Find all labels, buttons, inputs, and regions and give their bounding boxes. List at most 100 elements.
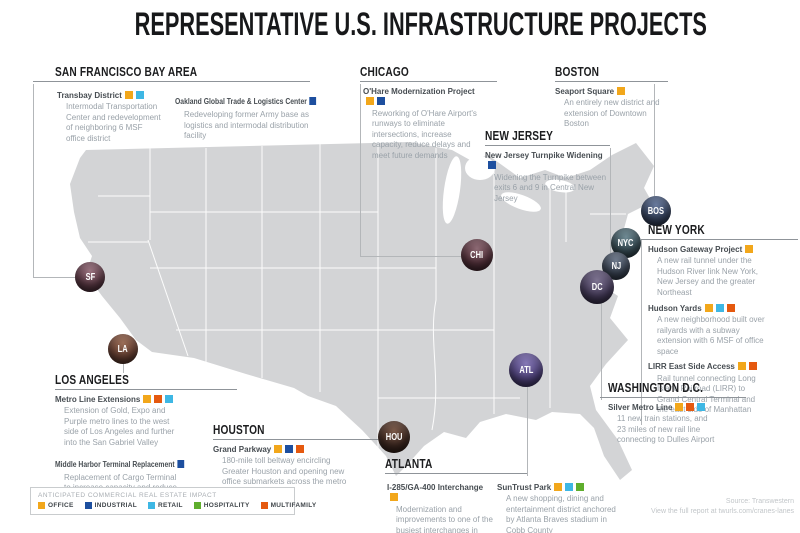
city-marker-sf: SF bbox=[75, 262, 105, 292]
page-title-text: REPRESENTATIVE U.S. INFRASTRUCTURE PROJE… bbox=[134, 6, 707, 42]
legend-item-office: OFFICE bbox=[38, 502, 74, 509]
impact-office-icon bbox=[617, 87, 626, 95]
callout-new-jersey: NEW JERSEY New Jersey Turnpike Widening … bbox=[485, 128, 610, 204]
impact-office-icon bbox=[274, 445, 283, 453]
source-url: View the full report at twurls.com/crane… bbox=[650, 508, 794, 516]
impact-retail-icon bbox=[565, 483, 574, 491]
leader-line-chicago bbox=[360, 84, 361, 256]
impact-office-icon bbox=[143, 395, 152, 403]
leader-line-new-jersey bbox=[610, 148, 611, 253]
divider bbox=[385, 473, 527, 474]
project-i285-ga400-interchange: I-285/GA-400 Interchange Modernization a… bbox=[387, 483, 493, 533]
impact-industrial-icon bbox=[177, 459, 185, 468]
city-marker-atl: ATL bbox=[509, 353, 543, 387]
impact-multifamily-icon bbox=[154, 395, 163, 403]
impact-industrial-icon bbox=[488, 161, 496, 170]
project-description: A new neighborhood built over railyards … bbox=[657, 314, 765, 356]
leader-line-chicago-h bbox=[360, 256, 462, 257]
project-name: Hudson Yards bbox=[648, 303, 766, 314]
city-marker-bos-label: BOS bbox=[647, 205, 665, 217]
page-title: REPRESENTATIVE U.S. INFRASTRUCTURE PROJE… bbox=[0, 6, 800, 43]
project-name: Grand Parkway bbox=[213, 445, 347, 455]
region-title: WASHINGTON D.C. bbox=[608, 380, 704, 395]
impact-industrial-icon bbox=[285, 445, 294, 453]
impact-retail-icon bbox=[697, 403, 706, 411]
impact-industrial-icon bbox=[309, 97, 317, 105]
divider bbox=[33, 81, 310, 82]
project-name: Oakland Global Trade & Logistics Center bbox=[175, 97, 317, 107]
project-name: O'Hare Modernization Project bbox=[363, 87, 483, 108]
legend-item-hospitality: HOSPITALITY bbox=[193, 502, 250, 509]
state-borders bbox=[88, 143, 626, 466]
city-marker-sf-label: SF bbox=[85, 271, 95, 283]
callout-chicago: CHICAGO O'Hare Modernization Project Rew… bbox=[360, 64, 497, 162]
leader-line-boston bbox=[654, 84, 655, 197]
impact-office-icon bbox=[675, 403, 684, 411]
impact-multifamily-icon bbox=[726, 303, 735, 312]
project-description: Intermodal Transportation Center and red… bbox=[66, 102, 161, 144]
callout-boston: BOSTON Seaport Square An entirely new di… bbox=[555, 64, 668, 130]
impact-office-icon bbox=[366, 97, 374, 106]
project-name: Hudson Gateway Project bbox=[648, 245, 766, 255]
project-silver-metro-line: Silver Metro Line 11 new train stations,… bbox=[608, 403, 716, 446]
divider bbox=[485, 145, 610, 146]
impact-office-icon bbox=[704, 303, 713, 312]
city-marker-hou: HOU bbox=[378, 421, 410, 453]
legend-items: OFFICE INDUSTRIAL RETAIL HOSPITALITY MUL… bbox=[38, 502, 316, 509]
impact-retail-icon bbox=[148, 502, 155, 509]
impact-office-icon bbox=[737, 362, 746, 371]
impact-multifamily-icon bbox=[296, 445, 305, 453]
source-attribution: Source: Transwestern View the full repor… bbox=[651, 497, 794, 517]
region-title: ATLANTA bbox=[385, 456, 433, 471]
project-description: A new shopping, dining and entertainment… bbox=[506, 494, 616, 533]
us-outline bbox=[70, 142, 654, 480]
leader-line-washington bbox=[601, 302, 602, 400]
impact-office-icon bbox=[38, 502, 45, 509]
project-description: Widening the Turnpike between exits 6 an… bbox=[494, 172, 607, 203]
legend-title: ANTICIPATED COMMERCIAL REAL ESTATE IMPAC… bbox=[38, 492, 217, 499]
project-transbay-district: Transbay District Intermodal Transportat… bbox=[57, 91, 161, 145]
impact-office-icon bbox=[124, 91, 133, 99]
city-marker-bos: BOS bbox=[641, 196, 671, 226]
project-name: Silver Metro Line bbox=[608, 403, 716, 413]
project-description: 11 new train stations, and 23 miles of n… bbox=[617, 414, 715, 445]
impact-multifamily-icon bbox=[260, 502, 268, 509]
city-marker-nyc-label: NYC bbox=[618, 237, 634, 249]
impact-office-icon bbox=[554, 483, 563, 491]
region-title: HOUSTON bbox=[213, 422, 265, 437]
project-metro-line-extensions: Metro Line Extensions Extension of Gold,… bbox=[55, 395, 185, 449]
project-description: A new rail tunnel under the Hudson River… bbox=[657, 256, 758, 298]
project-name: Middle Harbor Terminal Replacement bbox=[55, 459, 185, 470]
region-title: SAN FRANCISCO BAY AREA bbox=[55, 64, 198, 79]
callout-washington-dc: WASHINGTON D.C. Silver Metro Line 11 new… bbox=[600, 380, 746, 446]
divider bbox=[360, 81, 497, 82]
project-name: SunTrust Park bbox=[497, 483, 619, 493]
city-marker-la: LA bbox=[108, 334, 138, 364]
divider bbox=[555, 81, 668, 82]
region-title: LOS ANGELES bbox=[55, 372, 130, 387]
region-title: NEW YORK bbox=[648, 222, 705, 237]
legend: ANTICIPATED COMMERCIAL REAL ESTATE IMPAC… bbox=[30, 487, 316, 515]
callout-san-francisco-bay-area: SAN FRANCISCO BAY AREA Transbay District… bbox=[33, 64, 317, 143]
project-seaport-square: Seaport Square An entirely new district … bbox=[555, 87, 665, 130]
impact-industrial-icon bbox=[377, 97, 385, 106]
impact-hospitality-icon bbox=[576, 483, 585, 491]
city-marker-la-label: LA bbox=[117, 343, 129, 355]
project-name: LIRR East Side Access bbox=[648, 362, 766, 372]
leader-line-new-york bbox=[641, 240, 642, 425]
leader-line-sf bbox=[33, 84, 34, 277]
impact-multifamily-icon bbox=[686, 403, 695, 411]
project-description: Redeveloping former Army base as logisti… bbox=[184, 110, 309, 141]
divider bbox=[213, 439, 378, 440]
project-description: Reworking of O'Hare Airport's runways to… bbox=[372, 108, 477, 160]
callout-atlanta: ATLANTA I-285/GA-400 Interchange Moderni… bbox=[385, 456, 616, 533]
source-line: Source: Transwestern bbox=[725, 498, 794, 505]
project-name: Seaport Square bbox=[555, 87, 665, 97]
project-name: Transbay District bbox=[57, 91, 161, 101]
divider bbox=[600, 397, 746, 398]
legend-item-multifamily: MULTIFAMILY bbox=[260, 502, 317, 509]
project-description: An entirely new district and extension o… bbox=[564, 98, 660, 129]
project-description: Modernization and improvements to one of… bbox=[396, 504, 493, 533]
city-marker-dc: DC bbox=[580, 270, 614, 304]
